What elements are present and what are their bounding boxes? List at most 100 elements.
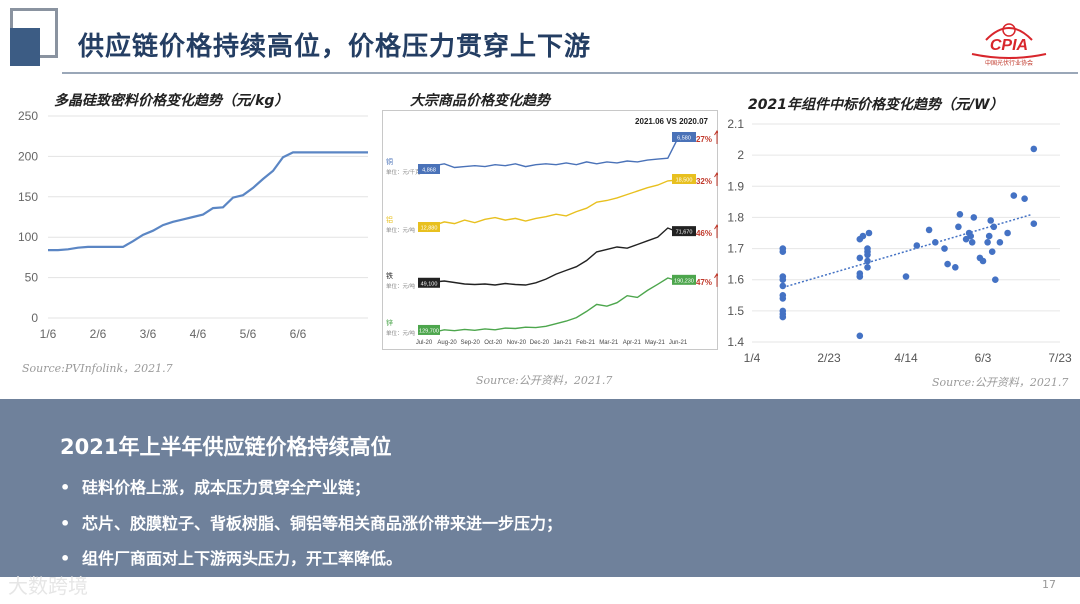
- chart2-series-line: [423, 179, 679, 229]
- page-title: 供应链价格持续高位，价格压力贯穿上下游: [78, 32, 592, 62]
- cpia-logo: CPIA 中国光伏行业协会: [971, 23, 1047, 67]
- chart3-y-tick: 1.7: [727, 242, 744, 256]
- logo-subtext: 中国光伏行业协会: [985, 59, 1033, 67]
- chart2-x-tick: Mar-21: [599, 340, 619, 346]
- chart3-point: [779, 248, 787, 255]
- chart3-point: [859, 232, 867, 240]
- chart3-x-tick: 2/23: [817, 351, 841, 365]
- chart3-point: [967, 232, 974, 240]
- chart3-point: [779, 282, 787, 290]
- summary-bullet-3: • 组件厂商面对上下游两头压力，开工率降低。: [60, 549, 403, 568]
- chart2-change-pct: 46%: [696, 229, 712, 238]
- chart2-end-badge: [672, 226, 696, 237]
- chart2-start-value: 129,700: [419, 328, 439, 334]
- chart2-end-value: 18,500: [676, 178, 693, 184]
- chart1-series-line: [48, 151, 368, 252]
- chart3-point: [865, 229, 873, 237]
- chart2-x-tick: Sep-20: [461, 340, 481, 346]
- chart3-point: [979, 257, 987, 265]
- chart2-x-tick: Nov-20: [507, 340, 527, 346]
- chart3-module-bid-price: 1.4 1.5 1.6 1.7 1.8 1.9 2 2.1 1/4 2/23 4/14 6/3 7/2…: [727, 117, 1072, 365]
- chart2-end-badge: [672, 174, 696, 184]
- chart2-series-unit: 单位：元/千克: [386, 168, 421, 176]
- chart1-x-tick: 3/6: [140, 327, 157, 341]
- chart2-series-line: [423, 277, 679, 333]
- chart3-point: [856, 332, 864, 340]
- chart2-start-badge: [418, 324, 440, 335]
- chart3-y-tick: 1.6: [727, 273, 744, 287]
- chart2-series-unit: 单位：元/吨: [386, 282, 416, 290]
- chart2-start-value: 4,868: [422, 168, 436, 174]
- chart3-x-tick: 4/14: [894, 351, 918, 365]
- chart2-series-label: 铁: [386, 271, 393, 280]
- chart3-point: [941, 245, 948, 252]
- decorative-square-filled: [10, 28, 40, 66]
- chart2-change-pct: 32%: [696, 177, 712, 186]
- chart3-point: [779, 276, 787, 283]
- chart2-x-tick: Jan-21: [553, 340, 572, 346]
- chart1-y-tick: 0: [31, 311, 38, 325]
- chart3-point: [864, 251, 871, 259]
- summary-heading: 2021年上半年供应链价格持续高位: [60, 435, 392, 459]
- chart3-point: [856, 254, 864, 262]
- chart2-change-pct: 47%: [696, 278, 712, 287]
- logo-text: CPIA: [990, 37, 1028, 54]
- chart2-end-value: 190,230: [674, 278, 694, 284]
- chart3-x-tick: 6/3: [975, 351, 992, 365]
- chart1-x-tick: 6/6: [290, 327, 307, 341]
- bullet-text: 芯片、胶膜粒子、背板树脂、铜铝等相关商品涨价带来进一步压力；: [82, 514, 563, 533]
- chart2-series-label: 铜: [386, 157, 393, 166]
- chart2-series-label: 锌: [386, 318, 393, 327]
- chart2-change-pct: 27%: [696, 135, 712, 144]
- chart2-start-value: 49,100: [421, 281, 438, 287]
- chart2-series-label: 铝: [386, 215, 393, 224]
- summary-bullet-2: • 芯片、胶膜粒子、背板树脂、铜铝等相关商品涨价带来进一步压力；: [60, 514, 563, 533]
- chart3-y-tick: 1.5: [727, 304, 744, 318]
- chart2-series-unit: 单位：元/吨: [386, 226, 416, 234]
- chart2-end-badge: [672, 132, 696, 142]
- chart3-point: [944, 260, 951, 268]
- title-divider: [62, 72, 1078, 74]
- chart3-x-tick: 7/23: [1048, 351, 1072, 365]
- chart2-x-tick: Dec-20: [530, 340, 550, 346]
- chart1-title: 多晶硅致密料价格变化趋势（元/kg）: [54, 93, 289, 109]
- chart3-point: [1004, 229, 1011, 237]
- chart2-start-badge: [418, 277, 440, 288]
- summary-panel: [0, 399, 1080, 577]
- chart1-y-tick: 150: [18, 190, 38, 204]
- chart2-series-unit: 单位：元/吨: [386, 329, 416, 337]
- chart2-up-arrow: [714, 130, 718, 144]
- chart2-up-arrow: [714, 172, 718, 186]
- chart3-point: [779, 313, 787, 321]
- chart2-end-value: 6,580: [677, 136, 691, 142]
- chart2-x-tick: Apr-21: [623, 340, 642, 346]
- chart3-point: [970, 214, 978, 221]
- chart3-point: [856, 273, 864, 280]
- chart2-title: 大宗商品价格变化趋势: [410, 93, 550, 109]
- chart3-y-tick: 1.9: [727, 179, 744, 193]
- chart3-point: [985, 232, 993, 240]
- chart3-y-tick: 2: [737, 148, 744, 162]
- chart3-x-tick: 1/4: [744, 351, 761, 365]
- chart2-start-value: 12,880: [421, 226, 438, 232]
- chart2-up-arrow: [714, 272, 718, 287]
- chart2-x-tick: Jul-20: [416, 340, 433, 346]
- chart3-point: [925, 226, 933, 234]
- chart3-point: [864, 257, 871, 265]
- chart3-point: [1021, 195, 1028, 202]
- chart3-point: [987, 217, 994, 224]
- chart3-point: [913, 242, 921, 249]
- chart1-y-tick: 200: [18, 149, 38, 163]
- chart3-point: [956, 211, 964, 218]
- watermark: 大数跨境: [8, 574, 88, 598]
- chart3-point: [952, 264, 959, 271]
- chart2-series-line: [423, 227, 679, 286]
- chart2-annotation: 2021.06 VS 2020.07: [635, 117, 709, 126]
- chart1-source: Source:PVInfolink，2021.7: [22, 362, 173, 375]
- chart3-point: [984, 239, 991, 246]
- chart3-point: [990, 223, 998, 231]
- chart3-point: [932, 239, 939, 246]
- chart2-x-tick: May-21: [645, 340, 666, 346]
- bullet-text: 组件厂商面对上下游两头压力，开工率降低。: [82, 549, 403, 568]
- chart3-point: [992, 276, 999, 283]
